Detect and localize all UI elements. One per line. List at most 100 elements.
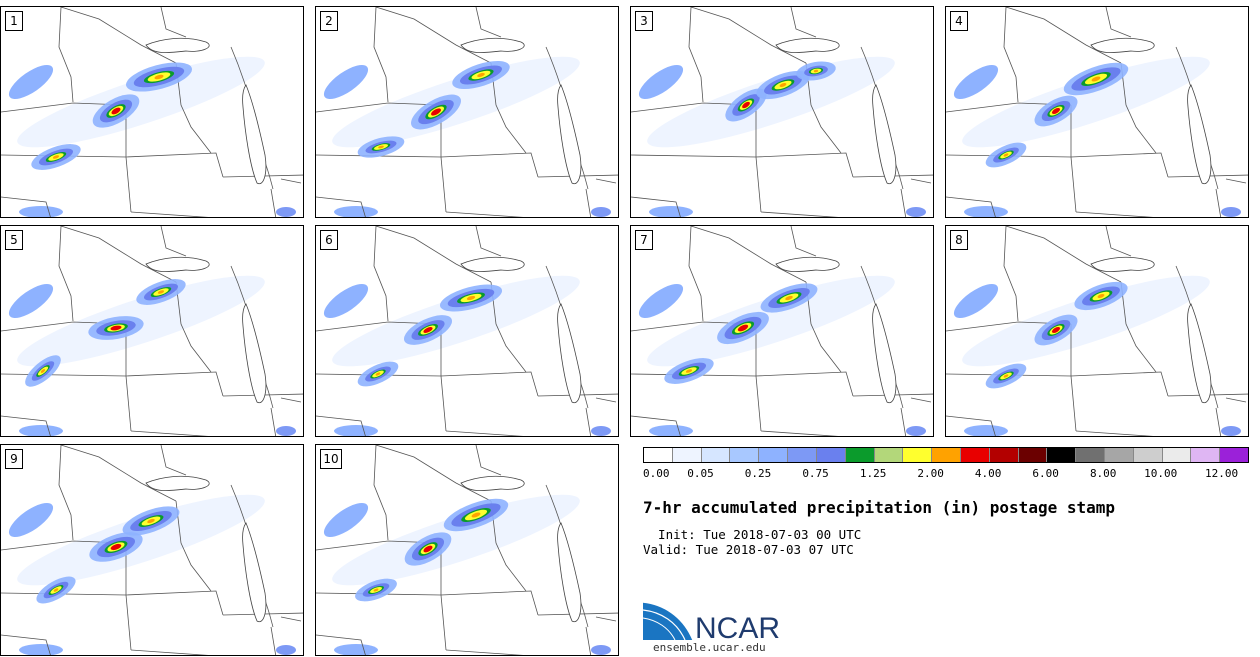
state-boundary [475, 7, 502, 38]
precip-cell [19, 425, 63, 436]
ncar-logo: NCAR [642, 601, 780, 642]
precip-cell [323, 502, 369, 538]
precip-max [110, 325, 122, 331]
precip-cell [591, 207, 611, 217]
precip-cell [334, 425, 378, 436]
panel-label: 7 [635, 230, 653, 250]
state-boundary [1, 196, 51, 217]
state-boundary [1075, 430, 1154, 436]
state-boundary [1, 373, 127, 377]
precip-max [1091, 76, 1101, 82]
precip-max [40, 369, 46, 373]
colorbar-tick-label: 12.00 [1204, 467, 1239, 480]
precip-max [1003, 153, 1009, 157]
precip-cell [323, 64, 369, 100]
lake-michigan [1187, 303, 1212, 404]
colorbar-swatch [1047, 448, 1077, 462]
precip-max [53, 588, 59, 592]
state-boundary [595, 616, 617, 622]
member-panel-2[interactable]: 2 [315, 6, 619, 218]
colorbar-swatch [1133, 448, 1163, 462]
precip-colorbar [643, 447, 1249, 463]
member-panel-1[interactable]: 1 [0, 6, 304, 218]
member-panel-7[interactable]: 7 [630, 225, 934, 437]
state-boundary [910, 397, 932, 403]
colorbar-tick-label: 10.00 [1144, 467, 1178, 480]
member-panel-6[interactable]: 6 [315, 225, 619, 437]
precip-light-area [332, 275, 580, 367]
colorbar-swatch [932, 448, 961, 462]
state-boundary [280, 178, 302, 184]
precip-max [147, 518, 155, 524]
lake-superior [1090, 256, 1155, 273]
precip-cell [906, 207, 926, 217]
state-boundary [1070, 371, 1169, 397]
member-panel-3[interactable]: 3 [630, 6, 934, 218]
member-panel-10[interactable]: 10 [315, 444, 619, 656]
state-boundary [760, 211, 839, 217]
state-boundary [631, 415, 681, 436]
colorbar-tick-label: 0.25 [744, 467, 772, 480]
precip-max [423, 545, 433, 553]
state-boundary [130, 430, 209, 436]
precip-cell [276, 426, 296, 436]
state-boundary [125, 371, 224, 397]
precip-max [111, 107, 121, 115]
member-panel-5[interactable]: 5 [0, 225, 304, 437]
state-boundary [160, 7, 187, 38]
precip-cell [334, 644, 378, 655]
plot-title: 7-hr accumulated precipitation (in) post… [643, 498, 1116, 517]
member-panel-4[interactable]: 4 [945, 6, 1249, 218]
colorbar-swatch [672, 448, 702, 462]
state-boundary [1075, 211, 1154, 217]
panel-label: 4 [950, 11, 968, 31]
state-boundary [375, 445, 492, 502]
lake-michigan [1187, 84, 1212, 185]
panel-label: 1 [5, 11, 23, 31]
state-boundary [1215, 188, 1222, 217]
state-boundary [440, 590, 539, 616]
precip-light-area [332, 494, 580, 586]
colorbar-swatch [845, 448, 875, 462]
precip-max [1051, 108, 1061, 114]
state-boundary [475, 445, 502, 476]
lake-michigan [242, 303, 267, 404]
state-boundary [125, 152, 224, 178]
lake-michigan [557, 303, 582, 404]
precip-map [316, 226, 618, 436]
member-panel-8[interactable]: 8 [945, 225, 1249, 437]
lake-superior [1090, 37, 1155, 54]
state-boundary [130, 649, 209, 655]
precip-map [1, 226, 303, 436]
panel-label: 5 [5, 230, 23, 250]
state-boundary [60, 7, 177, 64]
state-boundary [316, 196, 366, 217]
state-boundary [316, 102, 442, 113]
state-boundary [440, 152, 539, 178]
precip-light-area [647, 56, 895, 148]
precip-cell [1221, 426, 1241, 436]
colorbar-tick-label: 0.75 [802, 467, 829, 480]
state-boundary [373, 226, 389, 322]
state-boundary [373, 445, 389, 541]
lake-michigan [242, 522, 267, 623]
state-boundary [805, 62, 842, 154]
state-boundary [755, 152, 854, 178]
state-boundary [1, 415, 51, 436]
ncar-swoosh-icon [642, 601, 694, 641]
precip-max [375, 372, 381, 376]
precip-cell [591, 645, 611, 655]
state-boundary [270, 188, 277, 217]
state-boundary [760, 430, 839, 436]
state-boundary [60, 445, 177, 502]
state-boundary [175, 281, 212, 373]
precip-map [946, 7, 1248, 217]
colorbar-swatch [1162, 448, 1192, 462]
precip-cell [19, 644, 63, 655]
panel-label: 10 [320, 449, 342, 469]
member-panel-9[interactable]: 9 [0, 444, 304, 656]
precip-map [316, 7, 618, 217]
state-boundary [1, 634, 51, 655]
precip-cell [649, 206, 693, 217]
state-boundary [1070, 152, 1169, 178]
